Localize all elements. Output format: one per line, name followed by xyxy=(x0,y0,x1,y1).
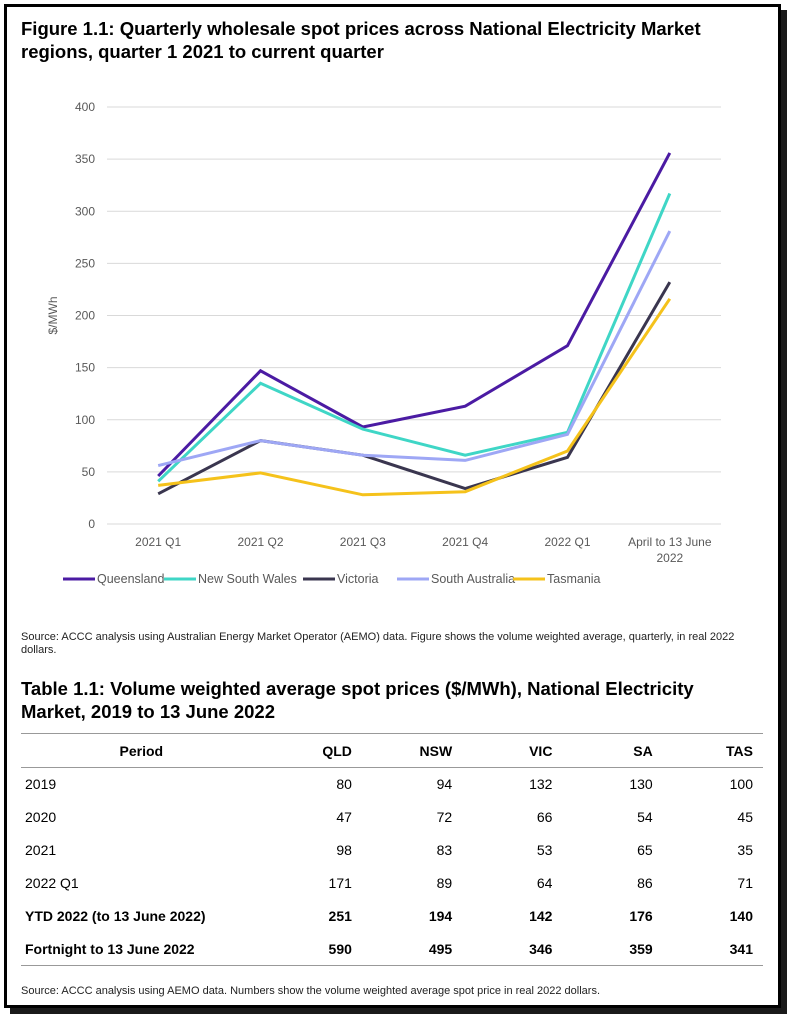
y-tick-label: 400 xyxy=(75,100,95,114)
line-chart: 0 50 100 150 200 250 300 350 400 $/MWh 2021 Q1 2021… xyxy=(21,87,763,627)
series-line-queensland xyxy=(157,152,672,478)
y-tick-label: 0 xyxy=(88,517,95,531)
series-line-victoria xyxy=(157,281,672,496)
legend-label: South Australia xyxy=(431,572,515,586)
y-tick-label: 150 xyxy=(75,361,95,375)
figure-title: Figure 1.1: Quarterly wholesale spot pri… xyxy=(21,18,701,62)
cell-vic: 53 xyxy=(536,842,553,858)
cell-tas: 71 xyxy=(737,875,753,891)
table-row: Fortnight to 13 June 2022 590 495 346 359 341 xyxy=(21,932,763,966)
series-line-tasmania xyxy=(158,297,672,497)
header-nsw: NSW xyxy=(361,733,463,768)
cell-period: Fortnight to 13 June 2022 xyxy=(21,932,262,966)
table-row: 2020 47 72 66 54 45 xyxy=(21,801,763,834)
cell-tas: 45 xyxy=(737,809,753,825)
table-header-row: Period QLD NSW VIC SA TAS xyxy=(21,733,763,768)
y-tick-label: 100 xyxy=(75,413,95,427)
cell-period: 2019 xyxy=(25,776,57,793)
cell-sa: 176 xyxy=(629,908,653,924)
prices-table: Period QLD NSW VIC SA TAS 2019 80 94 132 130… xyxy=(21,733,763,966)
cell-sa: 54 xyxy=(637,809,653,825)
y-tick-label: 50 xyxy=(82,465,96,479)
table-row: YTD 2022 (to 13 June 2022) 251 194 142 176 14… xyxy=(21,900,763,933)
table-title: Table 1.1: Volume weighted average spot … xyxy=(21,678,694,722)
x-tick-label: 2021 Q2 xyxy=(237,535,283,549)
x-tick-label: 2021 Q3 xyxy=(340,535,386,549)
x-tick-label-continued: 2022 xyxy=(656,551,683,565)
header-sa: SA xyxy=(562,733,663,768)
cell-sa: 86 xyxy=(637,875,653,891)
cell-nsw: 89 xyxy=(436,875,453,891)
x-tick-label: 2021 Q1 xyxy=(135,535,181,549)
cell-sa: 65 xyxy=(637,842,653,858)
cell-vic: 346 xyxy=(462,932,563,966)
figure-source-note: Source: ACCC analysis using Australian E… xyxy=(21,631,735,656)
header-tas: TAS xyxy=(662,733,763,768)
cell-qld: 251 xyxy=(328,908,352,924)
cell-vic: 142 xyxy=(529,908,553,924)
legend-label: New South Wales xyxy=(198,572,297,586)
header-vic: VIC xyxy=(462,733,563,768)
cell-vic: 66 xyxy=(536,809,553,825)
series-line-south-australia xyxy=(157,230,672,468)
y-tick-label: 200 xyxy=(75,309,95,323)
cell-tas: 35 xyxy=(737,842,753,858)
y-tick-label: 250 xyxy=(75,256,95,270)
chart-svg: 0 50 100 150 200 250 300 350 400 $/MWh 2021 Q1 2021… xyxy=(46,100,721,586)
document-content: Figure 1.1: Quarterly wholesale spot pri… xyxy=(21,17,763,997)
cell-sa: 359 xyxy=(562,932,663,966)
table-source-note: Source: ACCC analysis using AEMO data. N… xyxy=(21,985,601,997)
cell-nsw: 72 xyxy=(436,809,453,825)
cell-vic: 64 xyxy=(536,875,553,891)
legend-label: Victoria xyxy=(337,572,379,586)
header-period: Period xyxy=(21,733,262,768)
document-frame: Figure 1.1: Quarterly wholesale spot pri… xyxy=(4,4,781,1008)
series-line-new-south-wales xyxy=(157,192,672,483)
header-qld: QLD xyxy=(261,733,362,768)
y-axis-label: $/MWh xyxy=(46,296,60,334)
cell-qld: 171 xyxy=(328,875,352,891)
cell-nsw: 94 xyxy=(436,776,453,793)
cell-vic: 132 xyxy=(529,776,553,793)
x-tick-label: 2022 Q1 xyxy=(544,535,590,549)
cell-period: YTD 2022 (to 13 June 2022) xyxy=(25,908,206,924)
legend-label: Tasmania xyxy=(547,572,601,586)
cell-period: 2021 xyxy=(25,842,57,858)
cell-tas: 341 xyxy=(662,932,763,966)
cell-nsw: 495 xyxy=(361,932,463,966)
cell-sa: 130 xyxy=(629,776,653,793)
cell-period: 2022 Q1 xyxy=(25,875,79,891)
table-row: 2022 Q1 171 89 64 86 71 xyxy=(21,867,763,900)
y-tick-label: 350 xyxy=(75,152,95,166)
cell-qld: 80 xyxy=(336,776,352,793)
cell-qld: 590 xyxy=(261,932,362,966)
legend-label: Queensland xyxy=(97,572,164,586)
cell-qld: 47 xyxy=(336,809,352,825)
cell-tas: 100 xyxy=(729,776,753,793)
table-row: 2019 80 94 132 130 100 xyxy=(21,768,763,801)
cell-qld: 98 xyxy=(336,842,352,858)
x-tick-label: April to 13 June xyxy=(628,535,712,549)
cell-period: 2020 xyxy=(25,809,57,825)
table-row: 2021 98 83 53 65 35 xyxy=(21,834,763,867)
x-tick-label: 2021 Q4 xyxy=(442,535,488,549)
cell-nsw: 83 xyxy=(436,842,453,858)
cell-nsw: 194 xyxy=(428,908,453,924)
cell-tas: 140 xyxy=(729,908,753,924)
y-tick-label: 300 xyxy=(75,204,95,218)
